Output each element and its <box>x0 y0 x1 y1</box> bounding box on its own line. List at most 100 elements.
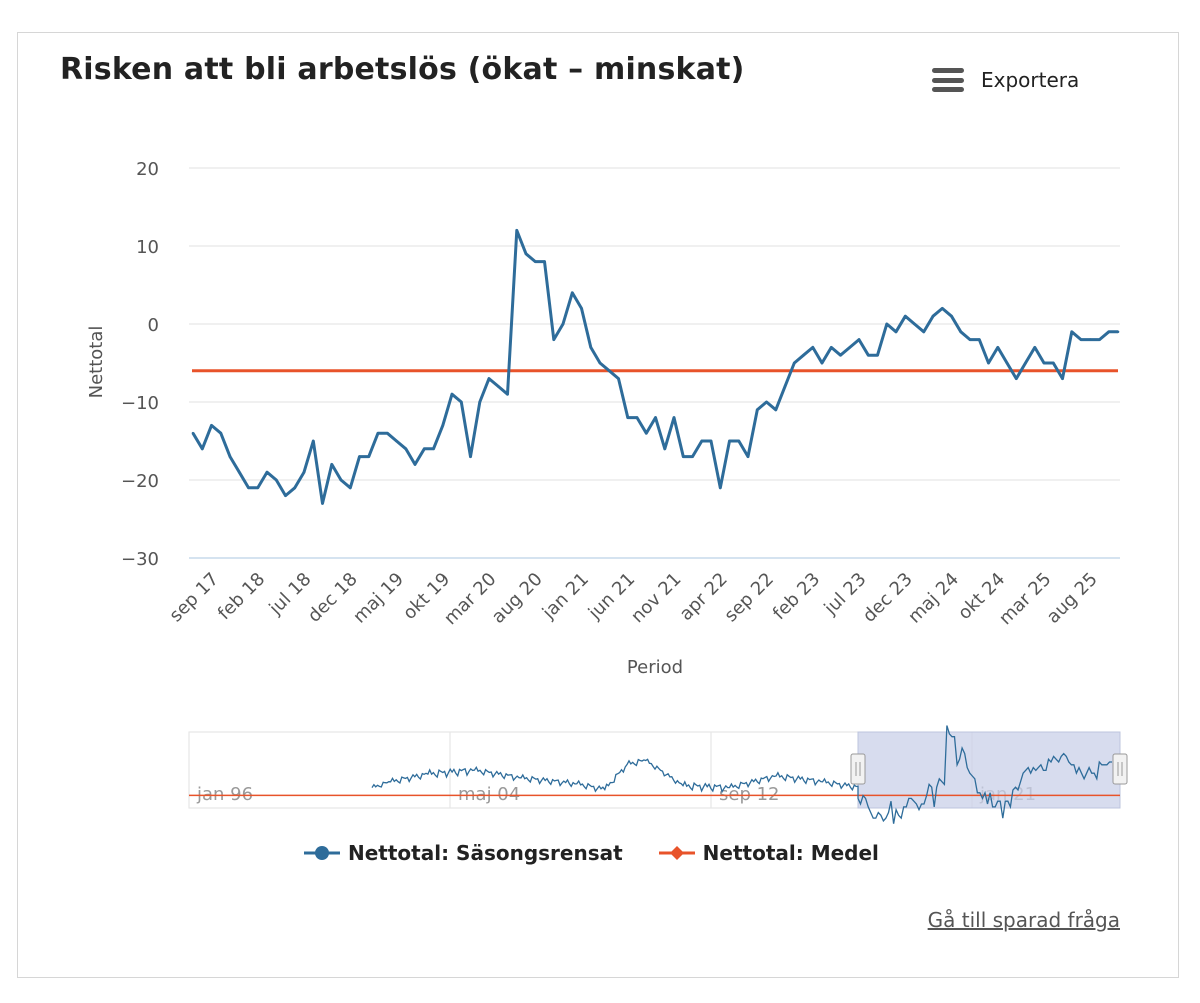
data-point <box>996 346 1000 349</box>
x-tick-label: dec 23 <box>859 569 917 627</box>
data-point <box>422 447 426 451</box>
data-point <box>404 447 408 451</box>
data-point <box>894 330 898 334</box>
data-point <box>1088 338 1092 341</box>
data-point <box>820 361 824 365</box>
data-point <box>265 470 269 474</box>
x-axis-label: Period <box>627 657 683 678</box>
data-point <box>311 439 315 443</box>
data-point <box>284 494 287 497</box>
data-point <box>607 369 611 373</box>
x-tick-label: mar 25 <box>995 569 1056 630</box>
data-point <box>348 486 352 490</box>
data-point <box>228 455 232 458</box>
y-tick-label: −30 <box>121 549 159 570</box>
data-point <box>950 314 953 318</box>
legend-item-seasonal[interactable]: Nettotal: Säsongsrensat <box>304 841 623 865</box>
navigator-tick-label: sep 12 <box>719 784 780 805</box>
saved-query-link[interactable]: Gå till sparad fråga <box>927 908 1120 932</box>
data-point <box>755 408 759 412</box>
data-point <box>903 314 907 318</box>
data-point <box>543 260 546 263</box>
data-point <box>663 447 667 451</box>
data-point <box>552 338 556 341</box>
data-point <box>718 486 722 490</box>
data-point <box>1024 361 1027 365</box>
data-point <box>274 478 278 482</box>
circle-marker-icon <box>304 846 340 860</box>
export-button[interactable]: Exportera <box>932 68 1079 92</box>
data-point <box>792 361 796 365</box>
data-point <box>617 377 620 380</box>
data-point <box>533 260 537 263</box>
data-point <box>654 416 657 419</box>
data-point <box>432 447 435 451</box>
x-tick-label: aug 25 <box>1043 569 1102 628</box>
navigator-right-handle[interactable] <box>1112 753 1128 785</box>
x-tick-label: dec 18 <box>304 569 362 627</box>
data-point <box>626 416 630 419</box>
data-point <box>302 470 306 474</box>
data-point <box>1051 361 1055 365</box>
data-point <box>691 455 694 458</box>
data-point <box>885 322 889 326</box>
data-point <box>321 502 324 505</box>
data-point <box>1070 330 1074 334</box>
data-point <box>1107 330 1111 334</box>
data-point <box>395 439 398 443</box>
data-point <box>922 330 926 334</box>
data-point <box>774 408 778 412</box>
data-point <box>496 385 500 388</box>
y-axis-label: Nettotal <box>86 326 107 399</box>
y-tick-label: −10 <box>121 393 159 414</box>
x-tick-label: sep 22 <box>720 569 778 627</box>
data-point <box>561 322 565 326</box>
data-point <box>635 416 639 419</box>
data-point <box>1098 338 1101 341</box>
data-point <box>672 416 676 419</box>
data-point <box>524 252 528 256</box>
data-point <box>339 478 343 482</box>
y-axis-ticks: 20 10 0 −10 −20 −30 <box>121 159 159 570</box>
navigator-series-line <box>371 725 1112 824</box>
data-point <box>709 439 713 443</box>
legend-label-seasonal: Nettotal: Säsongsrensat <box>348 841 623 865</box>
y-tick-label: 10 <box>136 237 159 258</box>
diamond-marker-icon <box>658 846 695 860</box>
series-line <box>191 228 1118 505</box>
data-point <box>210 424 213 427</box>
data-point <box>247 486 250 490</box>
x-tick-label: maj 19 <box>349 569 408 628</box>
data-point <box>515 229 519 232</box>
data-point <box>746 455 750 458</box>
data-point <box>839 353 842 357</box>
data-point <box>644 431 648 435</box>
data-point <box>441 424 445 427</box>
legend: Nettotal: Säsongsrensat Nettotal: Medel <box>304 841 915 865</box>
menu-icon <box>932 68 964 92</box>
chart-card <box>17 32 1179 978</box>
data-point <box>987 361 990 365</box>
data-point <box>876 353 879 357</box>
x-tick-label: feb 23 <box>769 569 824 624</box>
navigator-left-handle[interactable] <box>850 753 866 785</box>
data-point <box>385 431 389 435</box>
x-tick-label: maj 24 <box>904 569 963 628</box>
navigator-tick-label: maj 04 <box>458 784 520 805</box>
x-tick-label: apr 22 <box>676 569 732 625</box>
data-point <box>1005 361 1009 365</box>
data-point <box>1061 377 1064 380</box>
data-point <box>1014 377 1018 380</box>
data-point <box>413 463 417 466</box>
y-tick-label: 20 <box>136 159 159 180</box>
x-tick-label: mar 20 <box>440 569 501 630</box>
legend-label-mean: Nettotal: Medel <box>702 841 879 865</box>
seasonal-series <box>191 228 1120 505</box>
data-point <box>1079 338 1083 341</box>
data-point <box>376 431 380 435</box>
data-point <box>968 338 972 341</box>
legend-item-mean[interactable]: Nettotal: Medel <box>658 841 879 865</box>
